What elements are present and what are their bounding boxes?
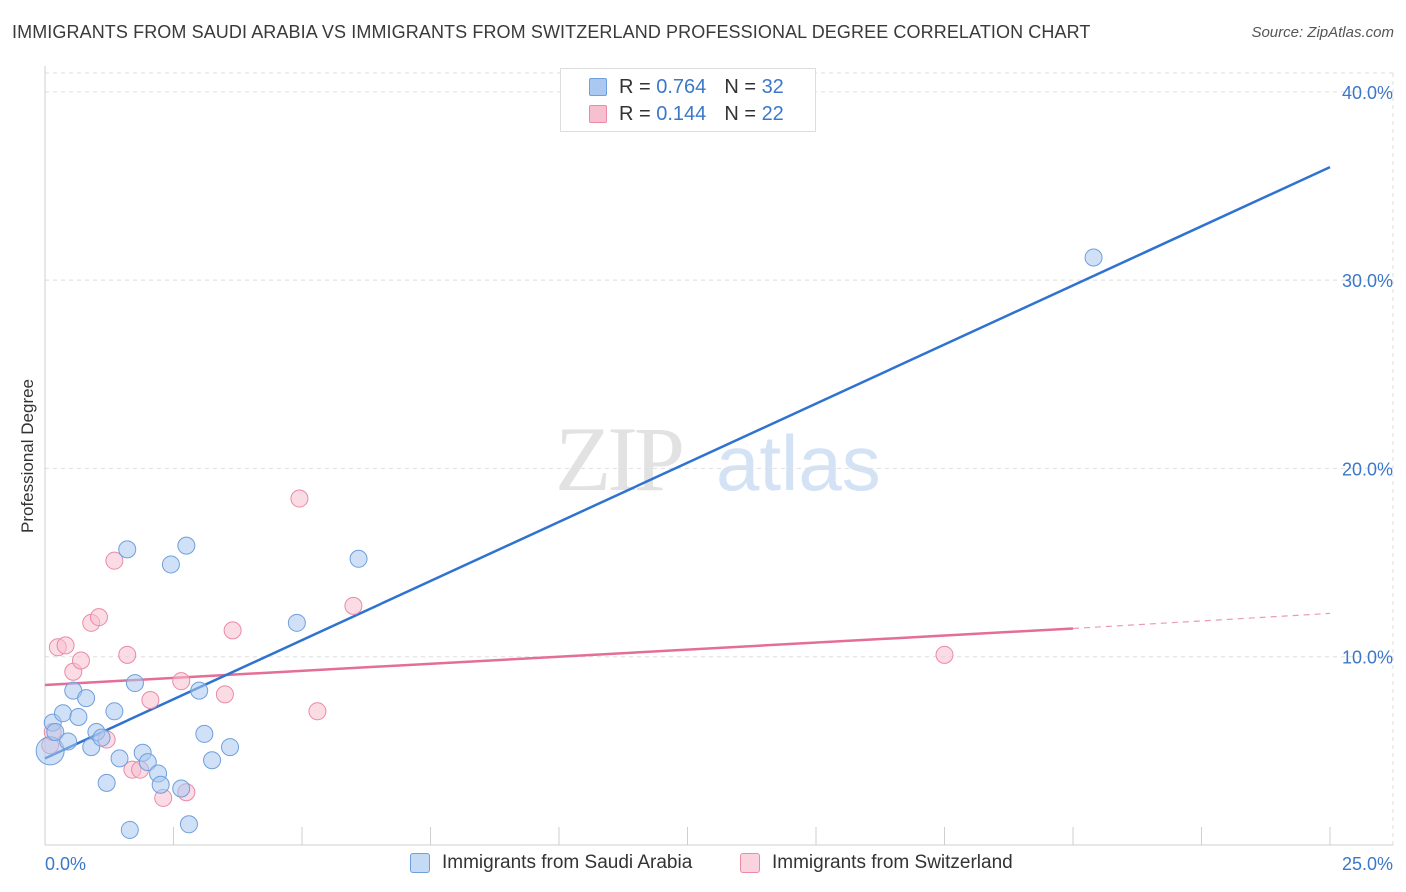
- watermark: ZIP atlas: [555, 408, 881, 510]
- x-tick-label: 0.0%: [45, 854, 86, 874]
- bottom-legend-swatch-pink: [740, 853, 760, 873]
- data-point-saudi-arabia: [69, 707, 88, 726]
- trend-line-switzerland: [44, 627, 1074, 687]
- data-point-saudi-arabia: [138, 753, 157, 772]
- data-point-saudi-arabia: [161, 555, 180, 574]
- y-tick-label: 30.0%: [1342, 271, 1393, 291]
- data-point-switzerland: [89, 608, 108, 627]
- data-point-switzerland: [172, 672, 191, 691]
- legend-r-label: R =: [619, 75, 651, 98]
- data-point-saudi-arabia: [172, 779, 191, 798]
- data-point-switzerland: [344, 596, 363, 615]
- data-point-saudi-arabia: [105, 702, 124, 721]
- data-point-saudi-arabia: [118, 540, 137, 559]
- trend-line-switzerland-extension: [1072, 612, 1331, 630]
- data-point-saudi-arabia: [110, 749, 129, 768]
- points-switzerland: [41, 489, 954, 807]
- data-point-saudi-arabia: [221, 738, 240, 757]
- y-tick-label: 10.0%: [1342, 648, 1393, 668]
- data-point-saudi-arabia: [125, 674, 144, 693]
- data-point-switzerland: [105, 551, 124, 570]
- axes: [44, 66, 1393, 846]
- legend-r-value: 0.764: [656, 75, 707, 98]
- x-tick-label: 25.0%: [1342, 854, 1393, 874]
- data-point-saudi-arabia: [151, 775, 170, 794]
- data-point-saudi-arabia: [349, 549, 368, 568]
- y-axis-label: Professional Degree: [18, 378, 37, 534]
- data-point-switzerland: [118, 645, 137, 664]
- data-point-saudi-arabia: [1084, 248, 1103, 267]
- legend-n-label: N =: [724, 102, 756, 125]
- data-point-switzerland: [215, 685, 234, 704]
- data-point-switzerland: [223, 621, 242, 640]
- legend-row-switzerland: R = 0.144 N = 22: [589, 102, 784, 126]
- watermark-atlas: atlas: [716, 419, 881, 507]
- chart-title: IMMIGRANTS FROM SAUDI ARABIA VS IMMIGRAN…: [12, 22, 1091, 42]
- data-point-switzerland: [935, 645, 954, 664]
- data-point-saudi-arabia: [287, 613, 306, 632]
- tick-labels: 10.0% 20.0% 30.0% 40.0% 0.0% 25.0%: [45, 83, 1393, 874]
- data-point-saudi-arabia: [77, 689, 96, 708]
- legend-r-value: 0.144: [656, 102, 707, 125]
- bottom-legend-swatch-blue: [410, 853, 430, 873]
- data-point-saudi-arabia: [120, 820, 139, 839]
- data-point-saudi-arabia: [177, 536, 196, 555]
- bottom-legend-label: Immigrants from Saudi Arabia: [442, 852, 693, 873]
- trend-lines: [44, 166, 1331, 760]
- y-tick-label: 40.0%: [1342, 83, 1393, 103]
- legend-r-label: R =: [619, 102, 651, 125]
- bottom-legend-label: Immigrants from Switzerland: [772, 852, 1013, 873]
- legend-n-value: 32: [761, 75, 784, 98]
- legend-swatch-blue: [589, 78, 607, 96]
- data-point-switzerland: [56, 636, 75, 655]
- points-saudi-arabia: [35, 248, 1103, 839]
- data-point-saudi-arabia: [195, 724, 214, 743]
- legend-row-saudi-arabia: R = 0.764 N = 32: [589, 75, 784, 99]
- data-point-switzerland: [290, 489, 309, 508]
- data-point-saudi-arabia: [190, 681, 209, 700]
- data-point-switzerland: [141, 691, 160, 710]
- data-point-saudi-arabia: [203, 751, 222, 770]
- source-label[interactable]: Source: ZipAtlas.com: [1251, 24, 1394, 41]
- legend-n-label: N =: [724, 75, 756, 98]
- data-point-saudi-arabia: [97, 773, 116, 792]
- bottom-legend-saudi-arabia[interactable]: Immigrants from Saudi Arabia: [410, 852, 692, 874]
- bottom-legend-switzerland[interactable]: Immigrants from Switzerland: [740, 852, 1013, 874]
- legend-swatch-pink: [589, 105, 607, 123]
- trend-line-saudi-arabia: [44, 166, 1331, 760]
- y-tick-label: 20.0%: [1342, 459, 1393, 479]
- legend: R = 0.764 N = 32 R = 0.144 N = 22: [560, 68, 816, 132]
- data-point-saudi-arabia: [53, 704, 72, 723]
- data-point-saudi-arabia: [46, 723, 65, 742]
- data-point-switzerland: [308, 702, 327, 721]
- legend-n-value: 22: [761, 102, 784, 125]
- data-point-saudi-arabia: [59, 732, 78, 751]
- data-point-saudi-arabia: [179, 815, 198, 834]
- data-point-saudi-arabia: [92, 728, 111, 747]
- data-point-switzerland: [71, 651, 90, 670]
